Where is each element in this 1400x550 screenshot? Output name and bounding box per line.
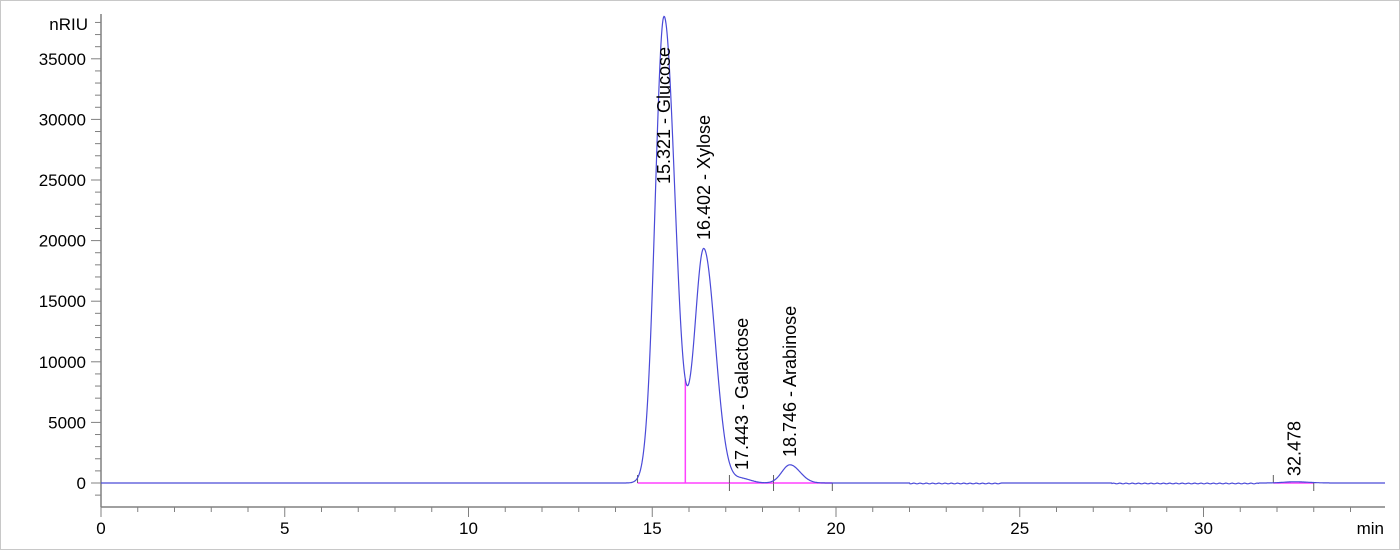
x-tick-label: 20: [827, 519, 846, 538]
y-tick-label: 35000: [39, 50, 86, 69]
y-axis: 0 5000 10000 15000 20000 25000 30000 35000: [39, 14, 102, 507]
x-tick-label: 5: [280, 519, 289, 538]
x-tick-label: 25: [1010, 519, 1029, 538]
x-axis: 0 5 10 15 20 25 30: [96, 506, 1385, 538]
y-tick-label: 5000: [48, 413, 86, 432]
x-tick-label: 0: [96, 519, 105, 538]
signal-trace: [101, 15, 1385, 485]
peak-label: 18.746 - Arabinose: [780, 306, 800, 457]
x-axis-unit-label: min: [1357, 519, 1384, 538]
x-tick-label: 10: [459, 519, 478, 538]
peak-labels: 15.321 - Glucose 16.402 - Xylose 17.443 - …: [654, 47, 1305, 476]
peak-label: 16.402 - Xylose: [694, 115, 714, 240]
y-tick-label: 0: [77, 474, 86, 493]
y-tick-label: 20000: [39, 232, 86, 251]
y-tick-label: 10000: [39, 353, 86, 372]
y-tick-label: 25000: [39, 171, 86, 190]
y-tick-label: 30000: [39, 110, 86, 129]
x-tick-label: 30: [1194, 519, 1213, 538]
peak-label: 32.478: [1285, 421, 1305, 476]
peak-label: 15.321 - Glucose: [654, 47, 674, 184]
y-axis-unit-label: nRIU: [49, 15, 88, 34]
x-tick-label: 15: [643, 519, 662, 538]
y-tick-label: 15000: [39, 292, 86, 311]
peak-label: 17.443 - Galactose: [732, 318, 752, 470]
